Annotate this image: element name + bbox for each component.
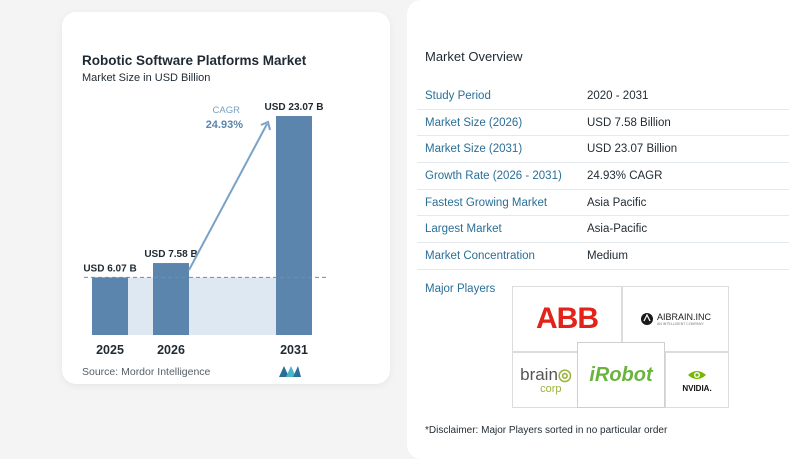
abb-logo: ABB: [536, 302, 599, 335]
overview-row: Largest Market Asia-Pacific: [417, 216, 789, 244]
nvidia-eye-icon: [688, 370, 706, 379]
bar-chart: USD 6.07 B USD 7.58 B USD 23.07 B 2025 2026 2…: [83, 102, 328, 357]
overview-row: Market Concentration Medium: [417, 243, 789, 270]
overview-value: Medium: [587, 249, 628, 262]
bar-2026: [153, 263, 189, 335]
market-overview-panel: Market Overview Study Period 2020 - 2031 M…: [407, 0, 800, 459]
category-label: 2025: [96, 343, 124, 357]
player-logo-abb: ABB: [512, 286, 622, 352]
value-label: USD 7.58 B: [144, 249, 197, 260]
player-logo-irobot: iRobot: [577, 342, 665, 408]
player-logo-nvidia: NVIDIA.: [665, 352, 729, 408]
overview-value: 2020 - 2031: [587, 89, 649, 102]
overview-key: Fastest Growing Market: [425, 196, 548, 209]
overview-row: Study Period 2020 - 2031: [417, 83, 789, 110]
overview-key: Market Size (2026): [425, 116, 523, 129]
overview-title: Market Overview: [425, 49, 523, 64]
overview-value: Asia Pacific: [587, 196, 647, 209]
overview-value: Asia-Pacific: [587, 223, 648, 236]
braincorp-suffix: corp: [540, 382, 562, 395]
aibrain-name: AIBRAIN.INC: [656, 312, 711, 322]
irobot-name: iRobot: [589, 363, 653, 386]
category-label: 2031: [280, 343, 308, 357]
player-logo-aibrain: AIBRAIN.INC AN INTELLIGENT COMPANY: [622, 286, 729, 352]
source-text: Source: Mordor Intelligence: [82, 366, 211, 378]
bar-2025: [92, 277, 128, 335]
major-players-label: Major Players: [425, 283, 496, 295]
value-label: USD 6.07 B: [83, 263, 136, 274]
chart-title: Robotic Software Platforms Market: [82, 53, 307, 68]
value-label: USD 23.07 B: [265, 102, 324, 113]
player-logo-braincorp: brain◎ corp: [512, 352, 580, 408]
cagr-arrow: [188, 123, 268, 271]
overview-key: Market Size (2031): [425, 143, 523, 156]
cagr-value: 24.93%: [206, 119, 244, 131]
overview-key: Market Concentration: [425, 249, 535, 262]
overview-value: USD 23.07 Billion: [587, 143, 678, 156]
disclaimer: *Disclaimer: Major Players sorted in no …: [425, 425, 668, 436]
chart-subtitle: Market Size in USD Billion: [82, 72, 211, 84]
overview-row: Growth Rate (2026 - 2031) 24.93% CAGR: [417, 163, 789, 190]
overview-key: Largest Market: [425, 223, 502, 236]
overview-value: 24.93% CAGR: [587, 169, 663, 182]
overview-key: Growth Rate (2026 - 2031): [425, 169, 562, 182]
bar-2031: [276, 116, 312, 335]
overview-table: Study Period 2020 - 2031 Market Size (2026…: [417, 83, 789, 270]
aibrain-tagline: AN INTELLIGENT COMPANY: [656, 322, 704, 326]
cagr-label: CAGR: [213, 105, 241, 116]
mordor-logo-icon: [279, 366, 301, 377]
aibrain-logo-icon: [640, 313, 653, 325]
baseline-band: [128, 277, 276, 335]
cagr-arrow-head: [260, 120, 271, 131]
nvidia-name: NVIDIA.: [682, 383, 712, 393]
chart-card: Robotic Software Platforms Market Market…: [62, 12, 390, 384]
overview-key: Study Period: [425, 89, 491, 102]
overview-row: Market Size (2026) USD 7.58 Billion: [417, 110, 789, 137]
category-label: 2026: [157, 343, 185, 357]
overview-row: Market Size (2031) USD 23.07 Billion: [417, 136, 789, 164]
overview-row: Fastest Growing Market Asia Pacific: [417, 190, 789, 217]
overview-value: USD 7.58 Billion: [587, 116, 671, 129]
braincorp-name: brain: [520, 364, 558, 384]
